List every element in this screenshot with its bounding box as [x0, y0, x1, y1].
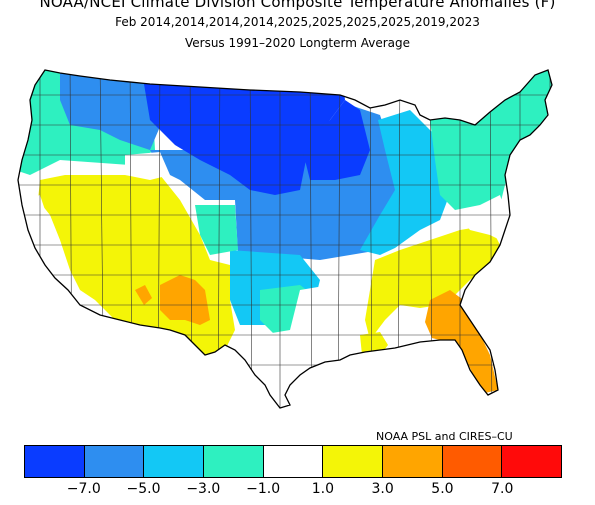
- region-gulf-coast: [240, 285, 380, 395]
- legend-swatch: [502, 446, 562, 477]
- legend-swatch: [383, 446, 443, 477]
- region-upper-midwest: [300, 100, 370, 180]
- us-climate-map: [17, 69, 553, 409]
- color-legend: [24, 445, 562, 478]
- credit-label: NOAA PSL and CIRES–CU: [376, 430, 513, 443]
- legend-swatch: [263, 446, 324, 477]
- region-montana-white: [125, 152, 170, 180]
- legend-swatch: [442, 446, 503, 477]
- region-florida-georgia: [425, 290, 498, 393]
- legend-swatch: [144, 446, 205, 477]
- region-arizona-small: [135, 285, 152, 305]
- region-colorado-teal: [195, 205, 238, 255]
- legend-tick-label: 5.0: [431, 481, 454, 497]
- region-northeast: [430, 70, 552, 215]
- region-mid-atlantic: [455, 195, 508, 240]
- map-title: NOAA/NCEI Climate Division Composite Tem…: [39, 0, 556, 11]
- legend-tick-label: 7.0: [491, 481, 514, 497]
- legend-swatch: [204, 446, 264, 477]
- legend-swatch: [84, 446, 145, 477]
- region-southern-plains-north: [230, 250, 320, 325]
- legend-tick-label: 3.0: [371, 481, 394, 497]
- legend-tick-label: 1.0: [311, 481, 335, 497]
- region-inner-west-white: [25, 195, 65, 272]
- baseline-label: Versus 1991–2020 Longterm Average: [184, 36, 411, 50]
- map-subtitle: Feb 2014,2014,2014,2014,2025,2025,2025,2…: [115, 15, 480, 29]
- legend-swatch: [25, 446, 85, 477]
- legend-tick-label: −7.0: [66, 481, 101, 497]
- region-northern-great-plains: [140, 70, 345, 195]
- region-ohio-valley: [360, 110, 455, 255]
- legend-swatch: [323, 446, 384, 477]
- region-new-mexico-south: [160, 275, 210, 325]
- legend-tick-label: −1.0: [246, 481, 281, 497]
- legend-tick-label: −5.0: [126, 481, 161, 497]
- legend-tick-label: −3.0: [186, 481, 221, 497]
